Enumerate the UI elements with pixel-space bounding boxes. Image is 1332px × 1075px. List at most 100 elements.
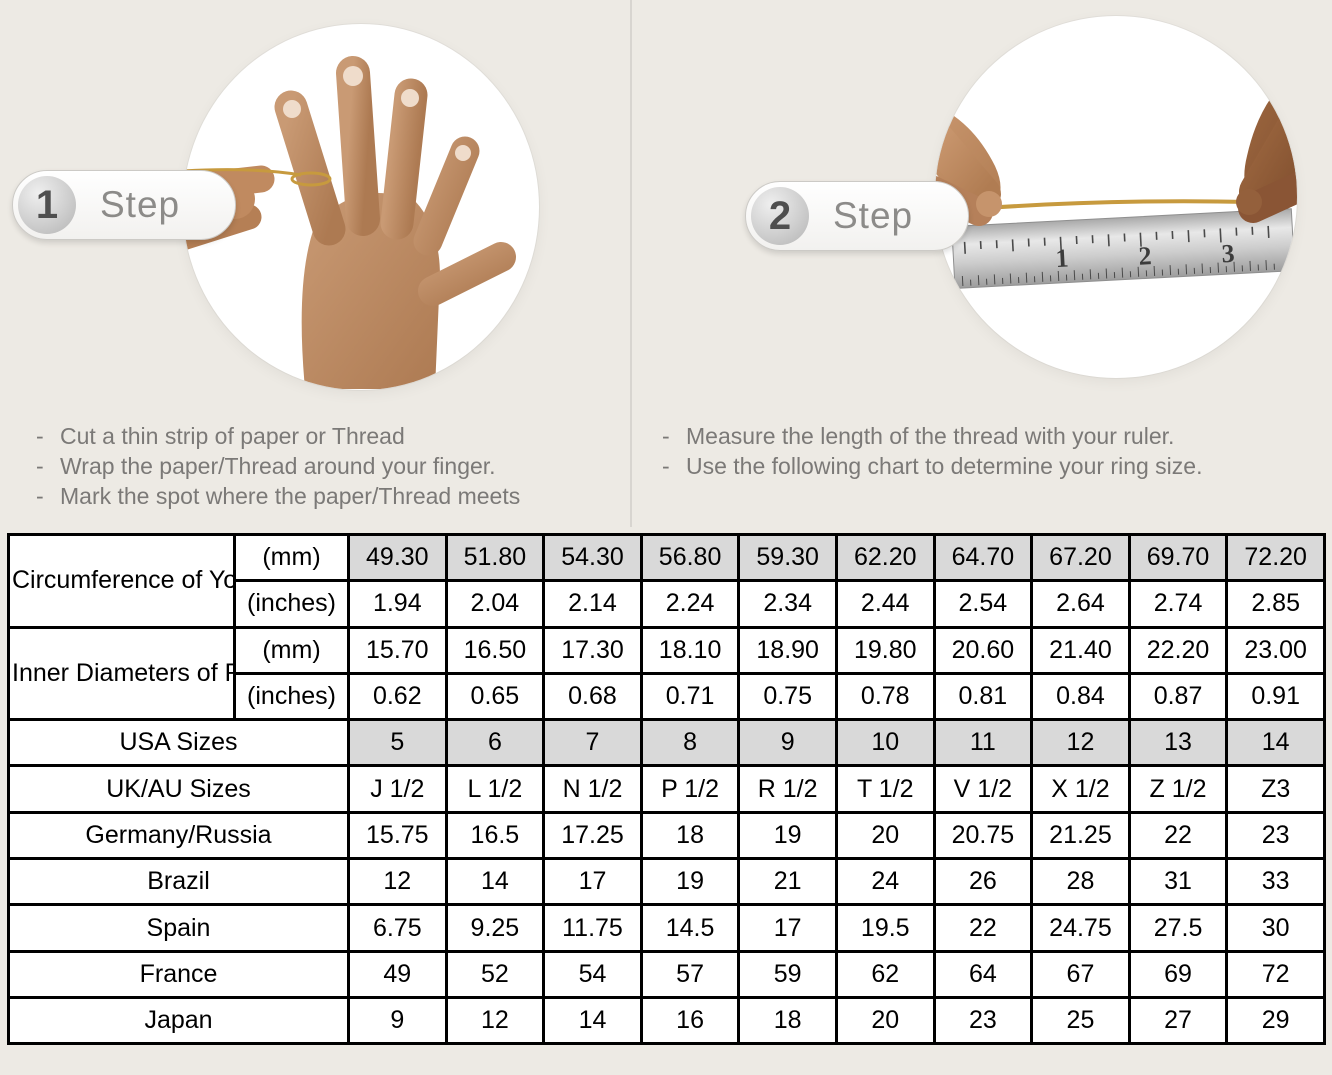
ruler-illustration: 1 2 3 [935, 71, 1297, 289]
table-row: France 49 52 54 57 59 62 64 67 69 72 [7, 949, 1326, 999]
instruction-line: - Wrap the paper/Thread around your fing… [36, 451, 520, 481]
size-value-cell: 54.30 [542, 532, 643, 583]
size-value-cell: 12 [1030, 718, 1131, 768]
unit-label: (inches) [233, 671, 350, 722]
size-value-cell: 19.80 [834, 625, 936, 675]
row-group-label: Inner Diameters of Rings [7, 625, 236, 722]
bullet-dash: - [662, 453, 670, 479]
table-row: (inches) 1.94 2.04 2.14 2.24 2.34 2.44 2.54 2.64… [9, 579, 1326, 629]
size-value-cell: 14 [444, 857, 546, 907]
table-row: Japan 9 12 14 16 18 20 23 25 27 29 [7, 995, 1326, 1046]
size-value-cell: 27.5 [1127, 903, 1229, 953]
step-2-label: Step [833, 195, 914, 236]
size-value-cell: 0.65 [444, 671, 546, 722]
unit-label: (inches) [233, 579, 350, 629]
size-value-cell: 16.5 [444, 810, 546, 861]
size-value-cell: 20.60 [932, 625, 1034, 675]
size-value-cell: 24.75 [1030, 903, 1131, 953]
size-value-cell: 64 [932, 949, 1034, 999]
size-value-cell: 0.81 [932, 671, 1034, 722]
size-value-cell: 57 [639, 949, 741, 999]
ruler-number-1: 1 [1055, 243, 1069, 273]
size-value-cell: T 1/2 [834, 764, 936, 814]
step-1-instructions: - Cut a thin strip of paper or Thread - … [36, 421, 520, 511]
size-value-cell: 29 [1225, 995, 1326, 1046]
size-value-cell: 28 [1030, 857, 1131, 907]
size-value-cell: 2.14 [542, 579, 643, 629]
size-value-cell: 12 [347, 857, 448, 907]
size-value-cell: 5 [347, 718, 448, 768]
size-value-cell: 19.5 [834, 903, 936, 953]
size-value-cell: J 1/2 [347, 764, 448, 814]
table-row: UK/AU Sizes J 1/2 L 1/2 N 1/2 P 1/2 R 1/2 T 1/… [7, 764, 1326, 814]
size-value-cell: 64.70 [932, 532, 1034, 583]
size-value-cell: 22 [932, 903, 1034, 953]
table-row: Germany/Russia 15.75 16.5 17.25 18 19 20 20.75 2… [7, 810, 1326, 861]
size-value-cell: Z 1/2 [1127, 764, 1229, 814]
size-value-cell: 17.25 [542, 810, 643, 861]
size-value-cell: 2.74 [1127, 579, 1229, 629]
size-value-cell: 15.70 [347, 625, 448, 675]
size-value-cell: 22 [1127, 810, 1229, 861]
size-value-cell: 1.94 [347, 579, 448, 629]
size-value-cell: 11 [932, 718, 1034, 768]
size-value-cell: 23 [1225, 810, 1326, 861]
step-2-panel: 1 2 3 [632, 0, 1332, 533]
ruler-number-3: 3 [1221, 239, 1235, 269]
size-value-cell: 2.34 [737, 579, 838, 629]
size-value-cell: N 1/2 [542, 764, 643, 814]
measuring-thread-photo: 1 2 3 [935, 16, 1297, 378]
size-value-cell: 18.10 [639, 625, 741, 675]
size-value-cell: 62 [834, 949, 936, 999]
instruction-text: Measure the length of the thread with yo… [686, 423, 1175, 449]
size-value-cell: 20 [834, 810, 936, 861]
size-value-cell: 18 [639, 810, 741, 861]
size-value-cell: 72 [1225, 949, 1326, 999]
size-value-cell: 23.00 [1225, 625, 1326, 675]
size-value-cell: 72.20 [1225, 532, 1326, 583]
size-value-cell: 18.90 [737, 625, 838, 675]
size-value-cell: 27 [1127, 995, 1229, 1046]
size-value-cell: 10 [834, 718, 936, 768]
size-value-cell: 2.44 [834, 579, 936, 629]
step-1-panel: 1 Step - Cut a thin strip of paper or Th… [0, 0, 630, 533]
size-value-cell: 16 [639, 995, 741, 1046]
row-label: Japan [7, 995, 350, 1046]
row-label: Germany/Russia [7, 810, 350, 861]
size-value-cell: 8 [639, 718, 741, 768]
size-value-cell: 12 [444, 995, 546, 1046]
size-value-cell: 9 [347, 995, 448, 1046]
size-value-cell: 2.54 [932, 579, 1034, 629]
row-label: Spain [7, 903, 350, 953]
size-value-cell: 19 [737, 810, 838, 861]
step-2-instructions: - Measure the length of the thread with … [662, 421, 1202, 481]
bullet-dash: - [36, 453, 44, 479]
instruction-section: 1 Step - Cut a thin strip of paper or Th… [0, 0, 1332, 533]
step-2-badge: 2 Step [745, 181, 969, 251]
size-value-cell: 16.50 [444, 625, 546, 675]
size-value-cell: 51.80 [444, 532, 546, 583]
size-value-cell: L 1/2 [444, 764, 546, 814]
size-value-cell: 6 [444, 718, 546, 768]
table-row: Spain 6.75 9.25 11.75 14.5 17 19.5 22 24.75 27.5 3… [7, 903, 1326, 953]
size-value-cell: 0.71 [639, 671, 741, 722]
row-label: France [7, 949, 350, 999]
size-value-cell: 15.75 [347, 810, 448, 861]
size-value-cell: P 1/2 [639, 764, 741, 814]
size-value-cell: Z3 [1225, 764, 1326, 814]
size-value-cell: 54 [542, 949, 643, 999]
size-value-cell: 59 [737, 949, 838, 999]
size-value-cell: R 1/2 [737, 764, 838, 814]
size-value-cell: 49.30 [347, 532, 448, 583]
size-value-cell: 9.25 [444, 903, 546, 953]
size-value-cell: 17 [542, 857, 643, 907]
size-value-cell: 49 [347, 949, 448, 999]
hand-illustration [183, 56, 516, 389]
bullet-dash: - [662, 423, 670, 449]
size-value-cell: 22.20 [1127, 625, 1229, 675]
size-value-cell: 21.40 [1030, 625, 1131, 675]
table-row: Inner Diameters of Rings(mm)15.7016.5017… [7, 625, 1326, 722]
row-group-label: Circumference of Your Finger [7, 533, 236, 629]
size-value-cell: 26 [932, 857, 1034, 907]
ring-size-chart-section: Circumference of Your Finger(mm)49.3051.… [7, 532, 1326, 1046]
